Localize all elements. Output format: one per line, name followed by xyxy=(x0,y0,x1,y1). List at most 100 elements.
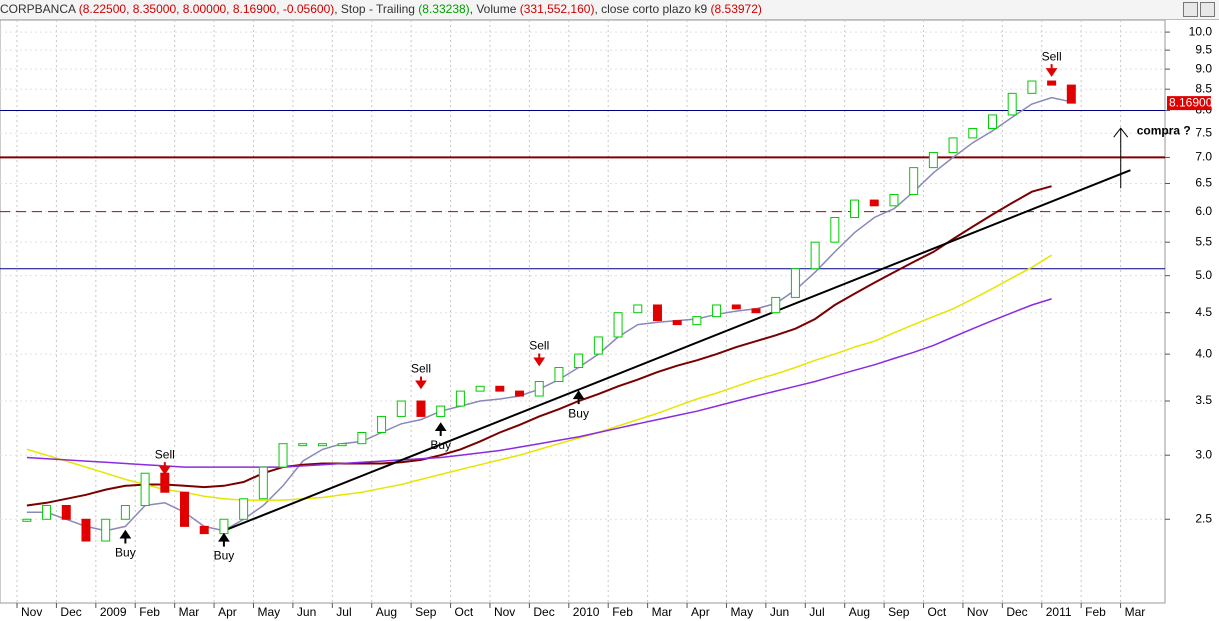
y-tick-label: 10.0 xyxy=(1189,24,1213,38)
candle xyxy=(278,443,288,468)
y-tick-label: 4.5 xyxy=(1195,305,1212,319)
candle xyxy=(258,466,268,500)
x-tick-label: Aug xyxy=(849,605,870,619)
x-tick-label: Oct xyxy=(928,605,947,619)
x-tick-label: Aug xyxy=(376,605,397,619)
trendline xyxy=(223,169,1131,532)
candle xyxy=(771,296,781,314)
candle xyxy=(633,304,643,314)
annotation: Sell xyxy=(155,447,175,461)
x-tick-label: Mar xyxy=(179,605,200,619)
average-line xyxy=(26,298,1052,468)
candle xyxy=(357,432,367,445)
annotation: Buy xyxy=(214,549,235,563)
arrow-down xyxy=(1045,64,1058,77)
annotation: Buy xyxy=(568,406,589,420)
candle xyxy=(810,241,820,270)
annotation: compra ? xyxy=(1137,123,1191,137)
x-tick-label: Feb xyxy=(612,605,633,619)
candle xyxy=(180,491,190,527)
x-tick-label: Apr xyxy=(218,605,237,619)
x-tick-label: Nov xyxy=(21,605,42,619)
candle xyxy=(219,518,229,535)
candle xyxy=(692,316,702,326)
x-tick-label: Nov xyxy=(494,605,515,619)
candle xyxy=(515,390,525,397)
average-line xyxy=(26,254,1052,501)
x-tick-label: May xyxy=(257,605,280,619)
arrow-up xyxy=(434,422,447,437)
candle xyxy=(751,308,761,314)
close-button[interactable] xyxy=(1200,2,1215,17)
candle xyxy=(337,443,347,447)
symbol: CORPBANCA xyxy=(0,2,76,16)
y-tick-label: 6.0 xyxy=(1195,204,1212,218)
volume-value: (331,552,160) xyxy=(519,2,595,16)
candle xyxy=(101,518,111,542)
x-tick-label: 2011 xyxy=(1046,605,1072,619)
candle xyxy=(712,304,722,318)
candle xyxy=(593,336,603,355)
candle xyxy=(554,367,564,382)
y-tick-label: 4.0 xyxy=(1195,346,1212,360)
candle xyxy=(830,217,840,243)
candle xyxy=(574,353,584,369)
annotation: Sell xyxy=(529,339,549,353)
arrow-down xyxy=(158,462,171,475)
candle xyxy=(377,415,387,434)
arrow-down xyxy=(533,353,546,367)
candle xyxy=(889,193,899,207)
candle xyxy=(436,405,446,417)
annotation: Buy xyxy=(430,438,451,452)
candle xyxy=(731,304,741,310)
volume-label: , Volume xyxy=(469,2,517,16)
average-line xyxy=(26,185,1052,507)
candle xyxy=(672,320,682,326)
x-tick-label: Jun xyxy=(297,605,316,619)
candle xyxy=(869,199,879,207)
header: CORPBANCA (8.22500, 8.35000, 8.00000, 8.… xyxy=(0,0,1219,20)
x-tick-label: Dec xyxy=(60,605,81,619)
x-tick-label: Sep xyxy=(415,605,437,619)
x-tick-label: Apr xyxy=(691,605,710,619)
restore-button[interactable] xyxy=(1183,2,1198,17)
candle xyxy=(239,498,249,520)
arrow-down xyxy=(415,376,427,390)
k9-label: , close corto plazo k9 xyxy=(594,2,708,16)
candle xyxy=(968,128,978,139)
x-tick-label: May xyxy=(730,605,753,619)
x-tick-label: Feb xyxy=(1085,605,1106,619)
x-tick-label: 2010 xyxy=(573,605,600,619)
last-price-box xyxy=(1167,96,1211,111)
candle xyxy=(613,312,623,338)
y-tick-label: 5.5 xyxy=(1195,234,1212,248)
x-tick-label: Sep xyxy=(888,605,910,619)
x-tick-label: Jun xyxy=(770,605,789,619)
y-tick-label: 5.0 xyxy=(1195,268,1212,282)
x-tick-label: 2009 xyxy=(100,605,127,619)
candle xyxy=(416,400,426,417)
candle xyxy=(81,518,91,542)
y-tick-label: 3.5 xyxy=(1195,393,1212,407)
candle xyxy=(42,504,52,520)
y-tick-label: 3.0 xyxy=(1195,447,1212,461)
y-tick-label: 2.5 xyxy=(1195,511,1212,525)
candle xyxy=(1066,84,1076,104)
y-tick-label: 8.5 xyxy=(1195,81,1212,95)
x-tick-label: Mar xyxy=(1125,605,1146,619)
candle xyxy=(790,268,800,298)
x-tick-label: Jul xyxy=(809,605,824,619)
y-tick-label: 7.0 xyxy=(1195,150,1212,164)
candle xyxy=(475,385,485,392)
candle xyxy=(199,525,209,535)
last-price-label: 8.16900 xyxy=(1169,95,1213,109)
x-tick-label: Feb xyxy=(139,605,160,619)
plot-area xyxy=(0,20,1166,604)
stop-label: , Stop - Trailing xyxy=(334,2,415,16)
candle xyxy=(120,504,130,520)
candle xyxy=(652,304,662,322)
candle xyxy=(495,385,505,392)
arrow-up xyxy=(218,532,230,547)
candle xyxy=(987,114,997,130)
